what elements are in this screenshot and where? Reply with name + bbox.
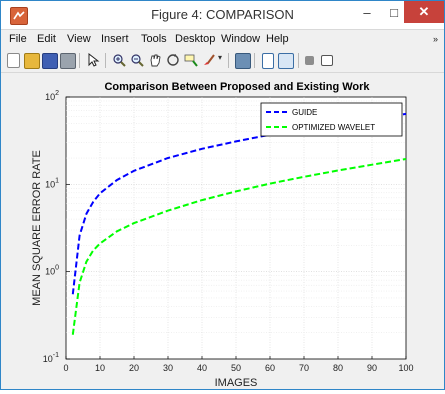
y-tick-label: 100	[45, 265, 59, 277]
rotate-3d-icon[interactable]	[166, 53, 180, 67]
toolbar-separator	[105, 53, 106, 68]
y-tick-base: 10	[45, 267, 55, 277]
open-file-icon[interactable]	[24, 53, 40, 69]
legend-label-guide: GUIDE	[292, 108, 317, 117]
insert-colorbar-icon[interactable]	[262, 53, 274, 69]
zoom-out-icon[interactable]	[130, 53, 144, 67]
new-figure-icon[interactable]	[7, 53, 20, 68]
y-tick-exponent: 2	[55, 90, 59, 97]
y-tick-exponent: -1	[53, 352, 59, 359]
title-bar[interactable]: Figure 4: COMPARISON – □ ✕	[1, 1, 444, 30]
menu-bar: File Edit View Insert Tools Desktop Wind…	[1, 30, 444, 50]
zoom-in-icon[interactable]	[112, 53, 126, 67]
y-tick-label: 102	[45, 90, 59, 102]
series-line-optimized-wavelet	[71, 158, 407, 335]
plot-svg[interactable]: Comparison Between Proposed and Existing…	[2, 73, 443, 389]
legend-box	[260, 102, 403, 137]
data-cursor-icon[interactable]	[184, 53, 198, 67]
figure-canvas: Comparison Between Proposed and Existing…	[2, 73, 443, 389]
legend-label-optimized-wavelet: OPTIMIZED WAVELET	[292, 123, 375, 132]
link-plot-icon[interactable]	[235, 53, 251, 69]
x-tick-label: 30	[163, 363, 173, 373]
x-tick-label: 60	[265, 363, 275, 373]
y-tick-base: 10	[43, 354, 53, 364]
y-tick-label: 10-1	[43, 352, 59, 364]
y-axis-label: MEAN SQUARE ERROR RATE	[31, 150, 43, 306]
save-icon[interactable]	[42, 53, 58, 69]
window-title: Figure 4: COMPARISON	[151, 7, 294, 22]
y-tick-base: 10	[45, 179, 55, 189]
insert-legend-icon[interactable]	[278, 53, 294, 69]
x-tick-label: 70	[299, 363, 309, 373]
print-icon[interactable]	[60, 53, 76, 69]
brush-dropdown-icon[interactable]: ▾	[218, 53, 223, 62]
brush-icon[interactable]	[202, 53, 216, 67]
menu-overflow-icon[interactable]: »	[432, 34, 438, 44]
x-tick-label: 10	[95, 363, 105, 373]
x-tick-label: 50	[231, 363, 241, 373]
menu-insert[interactable]: Insert	[101, 33, 129, 45]
close-button[interactable]: ✕	[404, 1, 444, 23]
y-tick-exponent: 1	[55, 177, 59, 184]
legend[interactable]: GUIDE OPTIMIZED WAVELET	[260, 102, 403, 137]
menu-file[interactable]: File	[9, 33, 27, 45]
toolbar-separator	[79, 53, 80, 68]
toolbar-separator	[254, 53, 255, 68]
menu-tools[interactable]: Tools	[141, 33, 167, 45]
menu-desktop[interactable]: Desktop	[175, 33, 216, 45]
matlab-app-icon[interactable]	[10, 7, 28, 25]
hide-plot-tools-icon[interactable]	[305, 56, 314, 65]
toolbar-separator	[298, 53, 299, 68]
pointer-icon[interactable]	[86, 52, 100, 67]
chart-title: Comparison Between Proposed and Existing…	[104, 81, 370, 93]
y-tick-exponent: 0	[55, 265, 59, 272]
x-tick-label: 80	[333, 363, 343, 373]
menu-edit[interactable]: Edit	[37, 33, 56, 45]
x-tick-label: 100	[398, 363, 413, 373]
x-axis-label: IMAGES	[215, 377, 258, 389]
menu-view[interactable]: View	[67, 33, 91, 45]
maximize-button[interactable]: □	[390, 4, 398, 20]
figure-toolbar: ▾	[1, 50, 444, 73]
pan-icon[interactable]	[148, 53, 162, 67]
y-tick-base: 10	[45, 92, 55, 102]
y-tick-label: 101	[45, 177, 59, 189]
x-tick-label: 90	[367, 363, 377, 373]
toolbar-separator	[228, 53, 229, 68]
show-plot-tools-icon[interactable]	[321, 55, 333, 66]
menu-window[interactable]: Window	[221, 33, 261, 45]
x-tick-label: 20	[129, 363, 139, 373]
x-tick-label: 40	[197, 363, 207, 373]
menu-help[interactable]: Help	[266, 33, 289, 45]
x-tick-label: 0	[63, 363, 68, 373]
minimize-button[interactable]: –	[363, 4, 371, 20]
